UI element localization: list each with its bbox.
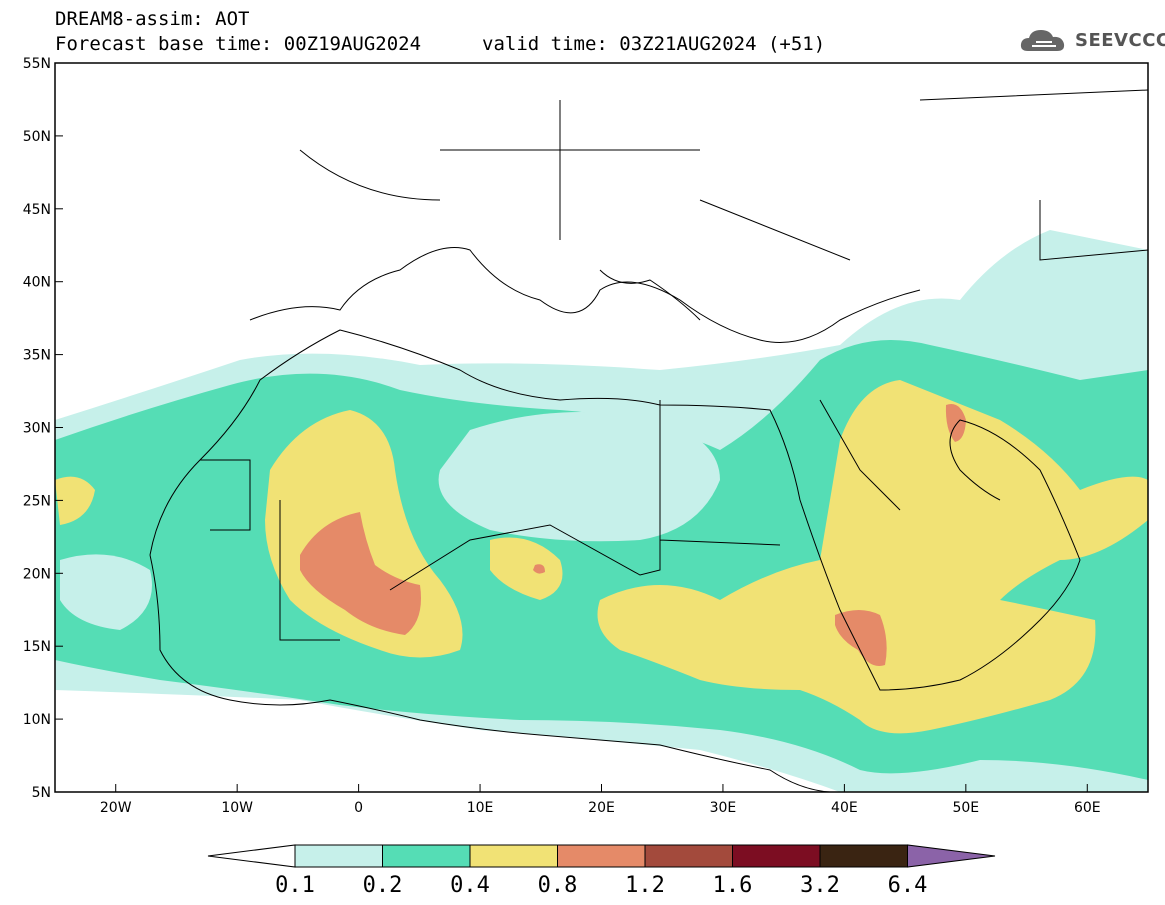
y-tick-label: 50N (23, 129, 51, 145)
x-tick-label: 60E (1074, 800, 1101, 816)
cloud-icon (1020, 30, 1065, 51)
colorbar-arrow-high (907, 844, 996, 868)
x-tick-label: 50E (952, 800, 979, 816)
y-tick-label: 35N (23, 348, 51, 364)
colorbar-swatch (557, 844, 646, 868)
colorbar-label: 0.2 (363, 873, 403, 898)
y-tick-label: 5N (32, 785, 51, 801)
y-tick-label: 10N (23, 712, 51, 728)
colorbar-swatch (644, 844, 733, 868)
y-tick-label: 20N (23, 566, 51, 582)
colorbar-label: 3.2 (800, 873, 840, 898)
x-tick-label: 30E (710, 800, 737, 816)
y-tick-label: 15N (23, 639, 51, 655)
valid-time: valid time: 03Z21AUG2024 (+51) (482, 33, 826, 55)
colorbar-arrow-low (207, 844, 296, 868)
y-tick-label: 55N (23, 56, 51, 72)
seevccc-logo: SEEVCCC (1018, 26, 1165, 56)
colorbar-label: 1.2 (625, 873, 665, 898)
aot-contour-0.8-sahara (300, 512, 421, 635)
map-title: DREAM8-assim: AOT (55, 8, 250, 30)
colorbar-label: 0.8 (538, 873, 578, 898)
colorbar-swatch (469, 844, 558, 868)
x-tick-label: 0 (354, 800, 363, 816)
aot-contour-0.8-arabia (835, 610, 887, 666)
aot-contour-0.1-interior (438, 412, 720, 542)
colorbar: 0.1 0.2 0.4 0.8 1.2 1.6 3.2 6.4 (207, 844, 996, 898)
colorbar-label: 6.4 (888, 873, 928, 898)
y-axis: 5N 10N 15N 20N 25N 30N 35N 40N 45N 50N 55N (23, 56, 63, 801)
logo-text: SEEVCCC (1075, 30, 1165, 51)
y-tick-label: 45N (23, 202, 51, 218)
aot-field (55, 230, 1148, 792)
coastlines (149, 89, 1148, 792)
colorbar-swatch (294, 844, 383, 868)
y-tick-label: 25N (23, 493, 51, 509)
x-tick-label: 10E (467, 800, 494, 816)
colorbar-label: 0.1 (275, 873, 315, 898)
x-tick-label: 40E (831, 800, 858, 816)
y-tick-label: 30N (23, 421, 51, 437)
colorbar-label: 0.4 (450, 873, 490, 898)
aot-contour-0.4-east (597, 380, 1148, 734)
x-tick-label: 10W (221, 800, 253, 816)
colorbar-swatch (382, 844, 471, 868)
colorbar-label: 1.6 (713, 873, 753, 898)
colorbar-swatch (732, 844, 821, 868)
x-tick-label: 20W (100, 800, 132, 816)
x-tick-label: 20E (588, 800, 615, 816)
aot-contour-0.8-gulf (945, 404, 966, 442)
colorbar-swatch (819, 844, 908, 868)
y-tick-label: 40N (23, 275, 51, 291)
forecast-base-time: Forecast base time: 00Z19AUG2024 (55, 33, 422, 55)
x-axis: 20W 10W 0 10E 20E 30E 40E 50E 60E (100, 784, 1101, 816)
